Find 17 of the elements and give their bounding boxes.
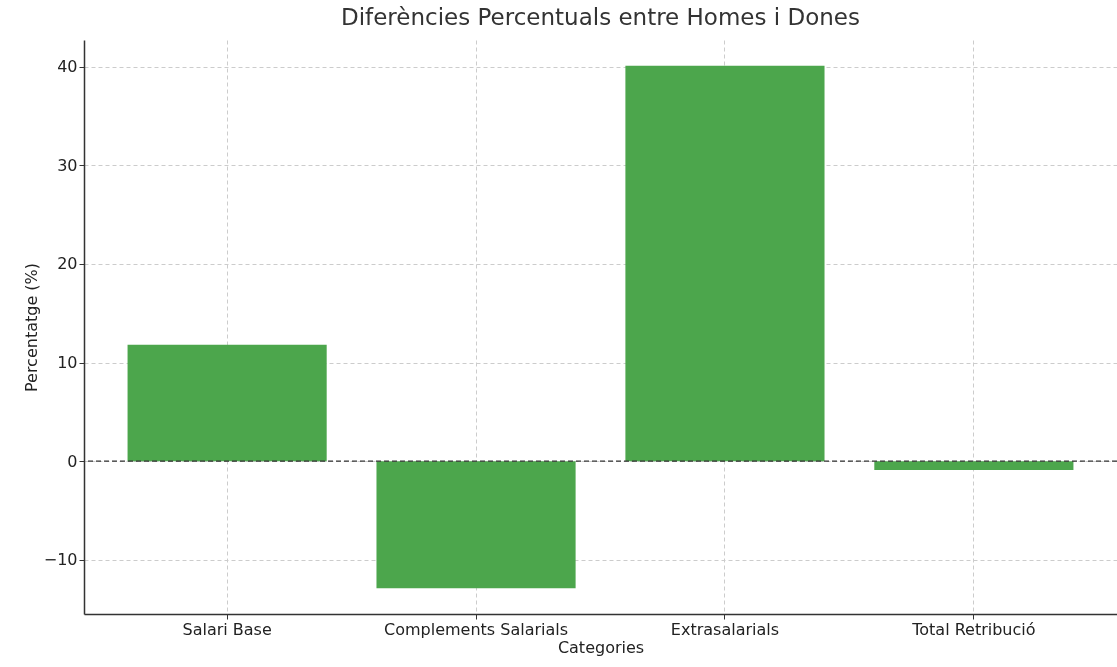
y-tick-label: 20	[57, 254, 78, 274]
y-tick-label: 40	[57, 57, 78, 77]
x-axis-title: Categories	[557, 637, 645, 657]
y-axis-title: Percentatge (%)	[21, 262, 41, 393]
chart-title: Diferències Percentuals entre Homes i Dones	[341, 4, 860, 30]
y-tick-label: 30	[57, 155, 78, 175]
x-tick-label: Complements Salarials	[384, 619, 569, 639]
bar	[874, 461, 1074, 471]
y-tick-label: 10	[57, 353, 78, 373]
x-tick-label: Total Retribució	[911, 619, 1036, 639]
bar	[376, 461, 576, 589]
y-tick-label: −10	[43, 550, 78, 570]
x-tick-label: Salari Base	[182, 619, 272, 639]
x-tick-label: Extrasalarials	[670, 619, 780, 639]
y-tick-label: 0	[67, 451, 78, 471]
bar	[127, 344, 327, 462]
bar	[625, 65, 825, 462]
